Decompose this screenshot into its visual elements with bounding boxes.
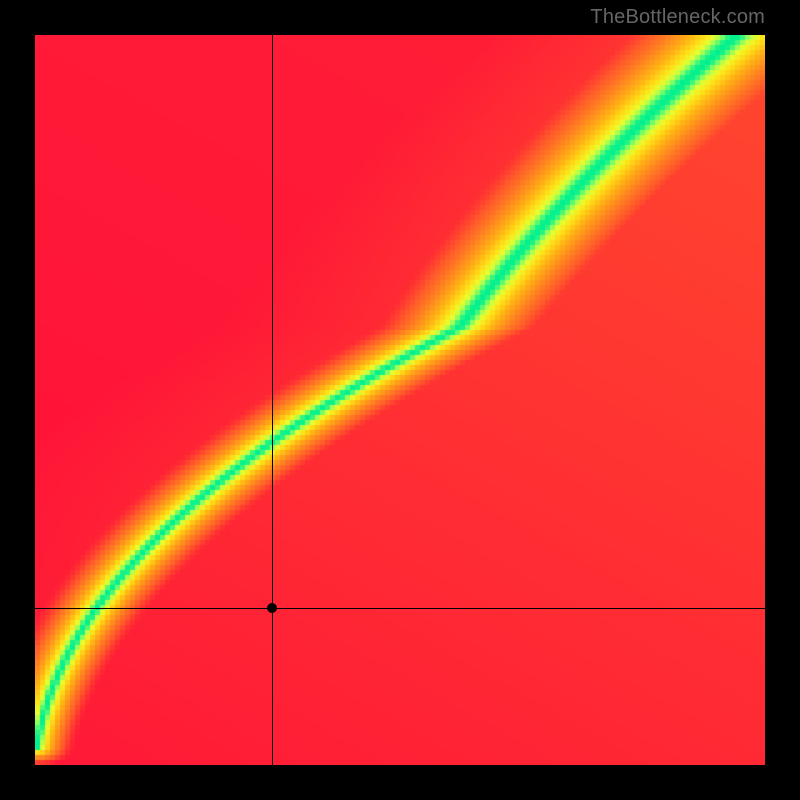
chart-root: TheBottleneck.com [0, 0, 800, 800]
heatmap-canvas [35, 35, 765, 765]
crosshair-vertical [272, 35, 273, 765]
marker-dot [267, 603, 277, 613]
crosshair-horizontal [35, 608, 765, 609]
watermark: TheBottleneck.com [590, 6, 765, 29]
plot-area [35, 35, 765, 765]
